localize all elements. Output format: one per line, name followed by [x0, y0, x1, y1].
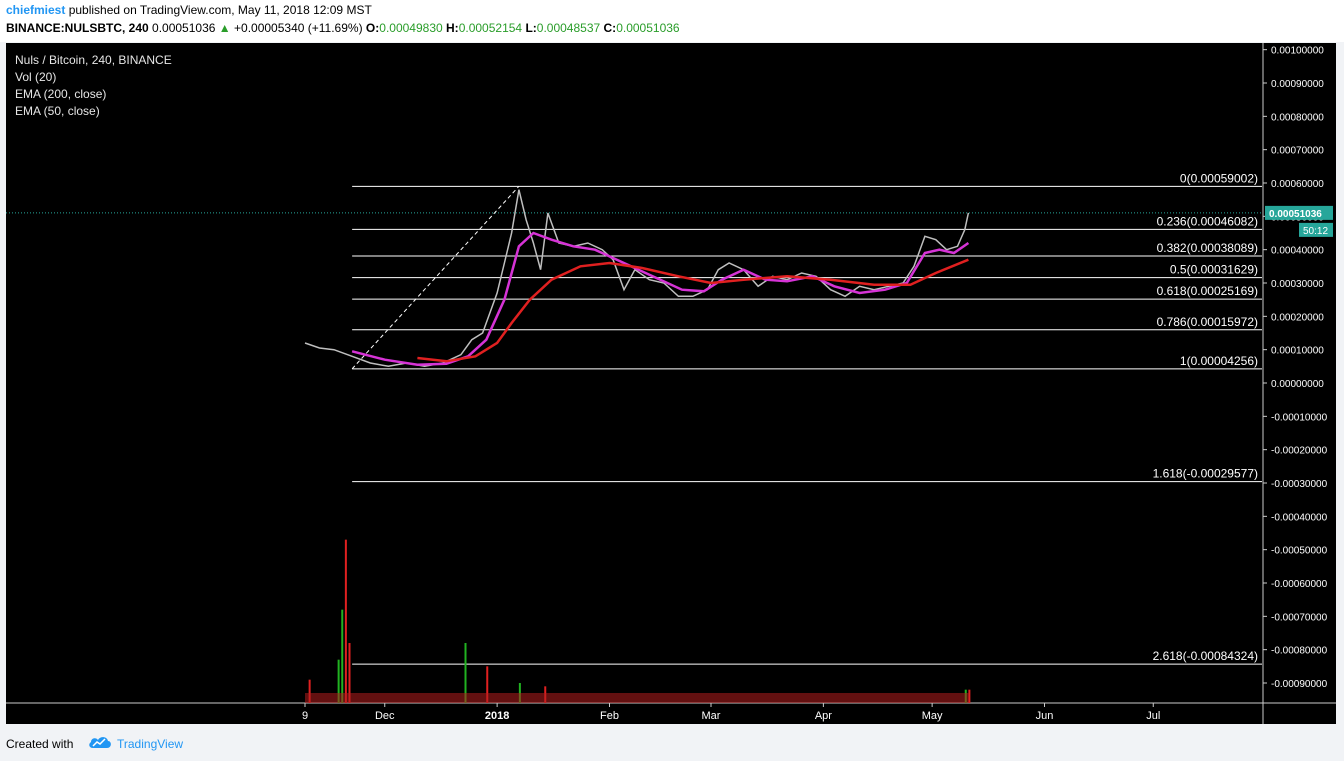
legend-item-ema200[interactable]: EMA (200, close): [15, 87, 107, 101]
ema200-line: [417, 258, 969, 363]
time-tick-label: Apr: [815, 710, 832, 722]
price-tick-label: 0.00040000: [1271, 246, 1324, 257]
price-line: [304, 189, 970, 368]
price-series: [304, 189, 970, 368]
price-tick-label: -0.00080000: [1271, 646, 1328, 657]
time-tick-label: Jul: [1146, 710, 1160, 722]
volume-bar: [308, 679, 311, 703]
tradingview-cloud-icon[interactable]: [88, 734, 112, 750]
low-label: L:: [525, 21, 537, 35]
publish-line: chiefmiest published on TradingView.com,…: [6, 3, 372, 17]
fib-level-label: 0.5(0.00031629): [1170, 263, 1258, 277]
created-with-text: Created with: [6, 737, 74, 751]
tradingview-brand-link[interactable]: TradingView: [117, 737, 184, 751]
chart-legend: Nuls / Bitcoin, 240, BINANCE Vol (20) EM…: [15, 52, 172, 120]
fib-level-label: 0.236(0.00046082): [1157, 214, 1258, 228]
fib-level-label: 0.786(0.00015972): [1157, 315, 1258, 329]
price-tick-label: -0.00050000: [1271, 546, 1328, 557]
volume-bar: [486, 666, 489, 703]
price-tick-label: 0.00070000: [1271, 146, 1324, 157]
fib-level-label: 1.618(-0.00029577): [1153, 467, 1258, 481]
volume-bar: [464, 643, 467, 703]
legend-title: Nuls / Bitcoin, 240, BINANCE: [15, 53, 172, 67]
fib-level-label: 0(0.00059002): [1180, 171, 1258, 185]
time-tick-label: 9: [302, 710, 308, 722]
ohlc-line: BINANCE:NULSBTC, 240 0.00051036 ▲ +0.000…: [6, 21, 680, 35]
close-label: C:: [603, 21, 617, 35]
time-tick-label: Dec: [375, 710, 395, 722]
price-tick-label: -0.00070000: [1271, 612, 1328, 623]
high-value: 0.00052154: [458, 21, 523, 35]
volume-bar: [344, 539, 347, 703]
time-tick-label: Feb: [600, 710, 619, 722]
price-tick-label: 0.00100000: [1271, 46, 1324, 57]
volume-bars: [305, 539, 971, 703]
published-text: published on TradingView.com, May 11, 20…: [68, 3, 372, 17]
price-tick-label: 0.00080000: [1271, 112, 1324, 123]
ema50-line: [351, 231, 970, 366]
trend-line: [351, 185, 520, 370]
countdown-tag-label: 50:12: [1303, 226, 1328, 237]
time-tick-label: Jun: [1036, 710, 1054, 722]
price-chart[interactable]: 0(0.00059002) 0.236(0.00046082) 0.382(0.00…: [6, 43, 1336, 724]
price-tick-label: -0.00020000: [1271, 446, 1328, 457]
volume-baseline-strip: [305, 693, 969, 703]
time-tick-label: 2018: [485, 710, 509, 722]
chart-area[interactable]: 0(0.00059002) 0.236(0.00046082) 0.382(0.00…: [6, 43, 1336, 724]
legend-item-volume[interactable]: Vol (20): [15, 70, 57, 84]
open-label: O:: [365, 21, 380, 35]
ema-lines: [351, 231, 970, 366]
price-axis[interactable]: 0.00100000 0.00090000 0.00080000 0.00070000…: [1263, 46, 1333, 690]
time-tick-label: Mar: [702, 710, 721, 722]
price-tick-label: 0.00000000: [1271, 379, 1324, 390]
price-tick-label: 0.00010000: [1271, 346, 1324, 357]
author-link[interactable]: chiefmiest: [6, 3, 66, 17]
volume-bar: [337, 659, 340, 703]
up-arrow-icon: ▲: [218, 21, 231, 35]
close-value: 0.00051036: [616, 21, 680, 35]
last-price: 0.00051036: [152, 21, 216, 35]
price-tick-label: -0.00060000: [1271, 579, 1328, 590]
volume-bar: [341, 609, 344, 703]
price-tick-label: 0.00060000: [1271, 179, 1324, 190]
fib-level-label: 2.618(-0.00084324): [1153, 649, 1258, 663]
price-tick-label: 0.00090000: [1271, 79, 1324, 90]
legend-item-ema50[interactable]: EMA (50, close): [15, 104, 100, 118]
dashed-trend-line: [351, 185, 520, 370]
price-tick-label: -0.00040000: [1271, 512, 1328, 523]
volume-bar: [968, 689, 971, 703]
volume-bar: [348, 643, 351, 703]
price-tick-label: -0.00010000: [1271, 412, 1328, 423]
price-tick-label: 0.00020000: [1271, 312, 1324, 323]
plot-pane: [6, 43, 1336, 724]
open-value: 0.00049830: [379, 21, 443, 35]
time-axis[interactable]: 9 Dec 2018 Feb Mar Apr May Jun Jul: [302, 703, 1160, 722]
fib-level-label: 0.382(0.00038089): [1157, 241, 1258, 255]
symbol-label: BINANCE:NULSBTC, 240: [6, 21, 149, 35]
price-tick-label: 0.00030000: [1271, 279, 1324, 290]
fib-level-label: 0.618(0.00025169): [1157, 284, 1258, 298]
fib-retracement: 0(0.00059002) 0.236(0.00046082) 0.382(0.00…: [352, 171, 1262, 665]
current-price-tag-label: 0.00051036: [1269, 209, 1322, 220]
countdown-tag: [1299, 222, 1333, 237]
footer: Created with TradingView: [0, 724, 1344, 761]
low-value: 0.00048537: [536, 21, 601, 35]
price-tick-label: -0.00090000: [1271, 679, 1328, 690]
chart-header: chiefmiest published on TradingView.com,…: [0, 0, 1344, 42]
time-tick-label: May: [922, 710, 943, 722]
current-price-tag: [1265, 205, 1333, 220]
price-tick-label: -0.00030000: [1271, 479, 1328, 490]
price-change: +0.00005340 (+11.69%): [234, 21, 363, 35]
high-label: H:: [446, 21, 459, 35]
fib-level-label: 1(0.00004256): [1180, 354, 1258, 368]
